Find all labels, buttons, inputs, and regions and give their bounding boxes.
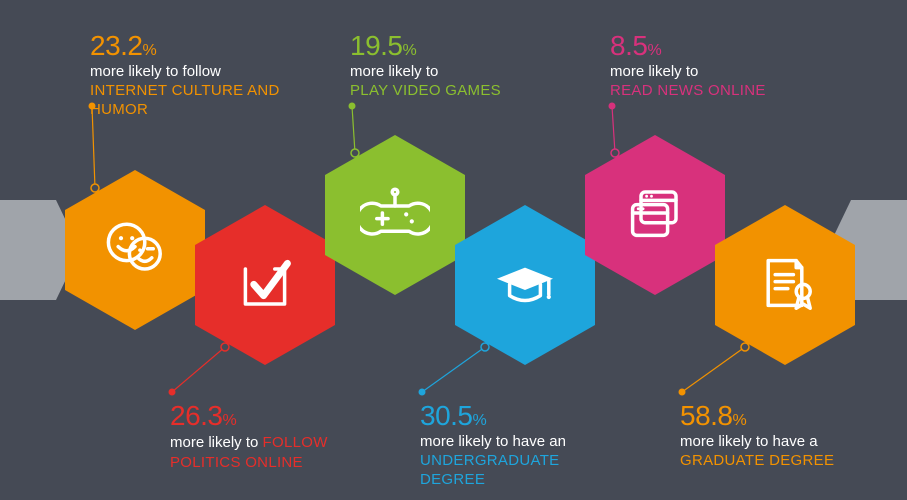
stat-lead: more likely to (170, 434, 263, 451)
stat-percent-value: 58.8 (680, 400, 733, 431)
checkbox-icon (230, 248, 300, 323)
percent-sign: % (403, 42, 417, 59)
hex-news (585, 135, 725, 295)
stat-percent-value: 30.5 (420, 400, 473, 431)
smileys-icon (100, 213, 170, 288)
stat-topic: INTERNET CULTURE AND HUMOR (90, 82, 290, 120)
caption-news: 8.5%more likely toREAD NEWS ONLINE (610, 28, 810, 101)
stat-percent-value: 8.5 (610, 30, 647, 61)
percent-sign: % (223, 412, 237, 429)
percent-sign: % (473, 412, 487, 429)
caption-undergrad: 30.5%more likely to have anUNDERGRADUATE… (420, 398, 620, 489)
percent-sign: % (733, 412, 747, 429)
stat-percent-value: 26.3 (170, 400, 223, 431)
gradcap-icon (490, 248, 560, 323)
percent-sign: % (143, 42, 157, 59)
stat-topic: GRADUATE DEGREE (680, 452, 880, 471)
stat-topic: READ NEWS ONLINE (610, 82, 810, 101)
stat-lead: more likely to have an (420, 433, 620, 452)
stat-percent-value: 19.5 (350, 30, 403, 61)
stat-percent-value: 23.2 (90, 30, 143, 61)
stat-percent: 19.5% (350, 28, 550, 63)
windows-icon (620, 178, 690, 253)
hex-graduate (715, 205, 855, 365)
stat-percent: 58.8% (680, 398, 880, 433)
stat-topic: UNDERGRADUATE DEGREE (420, 452, 620, 490)
hex-undergrad (455, 205, 595, 365)
caption-culture: 23.2%more likely to followINTERNET CULTU… (90, 28, 290, 119)
stat-lead: more likely to follow (90, 63, 290, 82)
stat-text: more likely to FOLLOW POLITICS ONLINE (170, 433, 370, 473)
caption-politics: 26.3%more likely to FOLLOW POLITICS ONLI… (170, 398, 370, 473)
stat-percent: 26.3% (170, 398, 370, 433)
stat-percent: 23.2% (90, 28, 290, 63)
stat-lead: more likely to have a (680, 433, 880, 452)
caption-games: 19.5%more likely toPLAY VIDEO GAMES (350, 28, 550, 101)
hex-politics (195, 205, 335, 365)
hex-games (325, 135, 465, 295)
stat-lead: more likely to (350, 63, 550, 82)
certificate-icon (750, 248, 820, 323)
stat-lead: more likely to (610, 63, 810, 82)
caption-graduate: 58.8%more likely to have aGRADUATE DEGRE… (680, 398, 880, 471)
stat-topic: PLAY VIDEO GAMES (350, 82, 550, 101)
percent-sign: % (647, 42, 661, 59)
stat-percent: 30.5% (420, 398, 620, 433)
hex-culture (65, 170, 205, 330)
stat-percent: 8.5% (610, 28, 810, 63)
gamepad-icon (360, 178, 430, 253)
